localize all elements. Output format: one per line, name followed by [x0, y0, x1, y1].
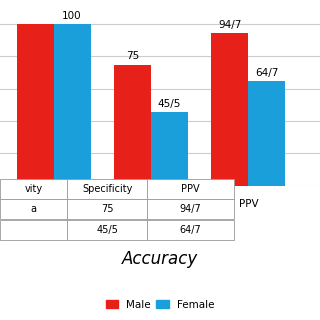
Bar [67, 199, 147, 219]
Bar [67, 179, 147, 199]
Bar [147, 199, 234, 219]
Bar [0, 220, 67, 240]
Text: Sensitivity: Sensitivity [26, 198, 81, 209]
Text: 100: 100 [62, 11, 82, 21]
Text: 75: 75 [101, 204, 114, 214]
Bar [67, 220, 147, 240]
Legend: Male, Female: Male, Female [101, 295, 219, 314]
Text: 75: 75 [126, 51, 139, 61]
Text: vity: vity [25, 184, 43, 194]
Text: 94/7: 94/7 [180, 204, 201, 214]
Bar [147, 179, 234, 199]
Text: Accuracy: Accuracy [122, 250, 198, 268]
Bar [147, 220, 234, 240]
Bar [53, 24, 91, 186]
Bar [0, 179, 67, 199]
Bar [212, 33, 248, 186]
Text: 64/7: 64/7 [180, 225, 201, 235]
Text: Specificity: Specificity [82, 184, 132, 194]
Bar [151, 112, 188, 186]
Bar [17, 24, 53, 186]
Text: a: a [31, 204, 36, 214]
Text: PPV: PPV [181, 184, 200, 194]
Bar [248, 81, 285, 186]
Text: 45/5: 45/5 [96, 225, 118, 235]
Text: 45/5: 45/5 [158, 99, 181, 109]
Text: 64/7: 64/7 [255, 68, 279, 78]
Text: 94/7: 94/7 [218, 20, 242, 29]
Text: Specificity: Specificity [124, 198, 178, 209]
Bar [0, 199, 67, 219]
Text: PPV: PPV [239, 198, 258, 209]
Bar [114, 65, 151, 186]
